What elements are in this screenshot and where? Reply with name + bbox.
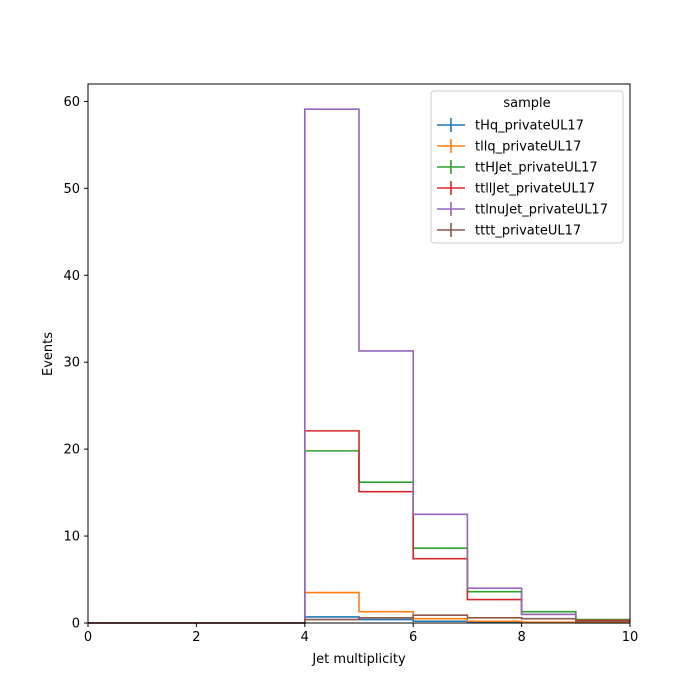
y-tick-label: 10 bbox=[63, 530, 80, 545]
bin-mark bbox=[359, 491, 413, 493]
bin-mark bbox=[576, 620, 630, 622]
legend-label: tHq_privateUL17 bbox=[475, 119, 584, 134]
legend: sample tHq_privateUL17 tllq_privateUL17tt… bbox=[430, 90, 624, 244]
x-axis-label: Jet multiplicity bbox=[311, 652, 406, 667]
y-tick-label: 20 bbox=[63, 443, 80, 458]
x-tick-label: 4 bbox=[301, 630, 309, 645]
x-tick-label: 2 bbox=[192, 630, 200, 645]
legend-label: ttHJet_privateUL17 bbox=[475, 161, 598, 176]
bin-mark bbox=[359, 617, 413, 619]
bin-mark bbox=[413, 547, 467, 549]
bin-mark bbox=[467, 599, 521, 601]
bin-mark bbox=[305, 108, 359, 110]
bin-mark bbox=[305, 430, 359, 432]
bin-mark bbox=[413, 620, 467, 622]
bin-mark bbox=[413, 614, 467, 616]
bin-mark bbox=[413, 558, 467, 560]
legend-entry: tHq_privateUL17 bbox=[437, 118, 584, 134]
legend-label: tllq_privateUL17 bbox=[475, 140, 581, 155]
bin-mark bbox=[413, 618, 467, 620]
x-tick-label: 10 bbox=[622, 630, 639, 645]
bin-mark bbox=[305, 450, 359, 452]
y-tick-label: 50 bbox=[63, 182, 80, 197]
legend-label: tttt_privateUL17 bbox=[475, 224, 581, 239]
y-tick-label: 0 bbox=[72, 617, 80, 632]
bin-mark bbox=[522, 613, 576, 615]
legend-entry: tllq_privateUL17 bbox=[437, 139, 581, 155]
y-axis-label: Events bbox=[41, 332, 56, 376]
legend-entries: tHq_privateUL17 tllq_privateUL17 ttHJet_pr… bbox=[437, 118, 608, 239]
y-tick-label: 60 bbox=[63, 95, 80, 110]
x-tick-label: 8 bbox=[517, 630, 525, 645]
x-tick-label: 0 bbox=[84, 630, 92, 645]
legend-box bbox=[430, 90, 624, 244]
legend-label: ttlnuJet_privateUL17 bbox=[475, 203, 608, 218]
x-axis-ticks: 0 2 4 6 8 10 bbox=[84, 623, 638, 645]
bin-mark bbox=[305, 619, 359, 621]
bin-mark bbox=[359, 619, 413, 621]
plot-frame bbox=[87, 83, 631, 624]
y-tick-label: 40 bbox=[63, 269, 80, 284]
bin-mark bbox=[359, 481, 413, 483]
y-tick-label: 30 bbox=[63, 356, 80, 371]
bin-mark bbox=[467, 587, 521, 589]
bin-mark bbox=[467, 620, 521, 622]
x-tick-label: 6 bbox=[409, 630, 417, 645]
y-axis-ticks: 0 10 20 30 40 50 60 bbox=[63, 95, 88, 632]
bin-mark bbox=[467, 591, 521, 593]
legend-label: ttllJet_privateUL17 bbox=[475, 182, 595, 197]
bin-mark bbox=[359, 611, 413, 613]
legend-entry: tttt_privateUL17 bbox=[437, 223, 581, 239]
legend-entry: ttlnuJet_privateUL17 bbox=[437, 202, 608, 218]
bin-mark bbox=[522, 611, 576, 613]
bin-mark bbox=[305, 616, 359, 618]
legend-entry: ttHJet_privateUL17 bbox=[437, 160, 598, 176]
bin-mark bbox=[522, 618, 576, 620]
legend-title: sample bbox=[503, 96, 550, 111]
bin-mark bbox=[413, 513, 467, 515]
bin-mark bbox=[305, 592, 359, 594]
legend-entry: ttllJet_privateUL17 bbox=[437, 181, 595, 197]
bin-mark bbox=[359, 350, 413, 352]
bin-mark bbox=[467, 617, 521, 619]
